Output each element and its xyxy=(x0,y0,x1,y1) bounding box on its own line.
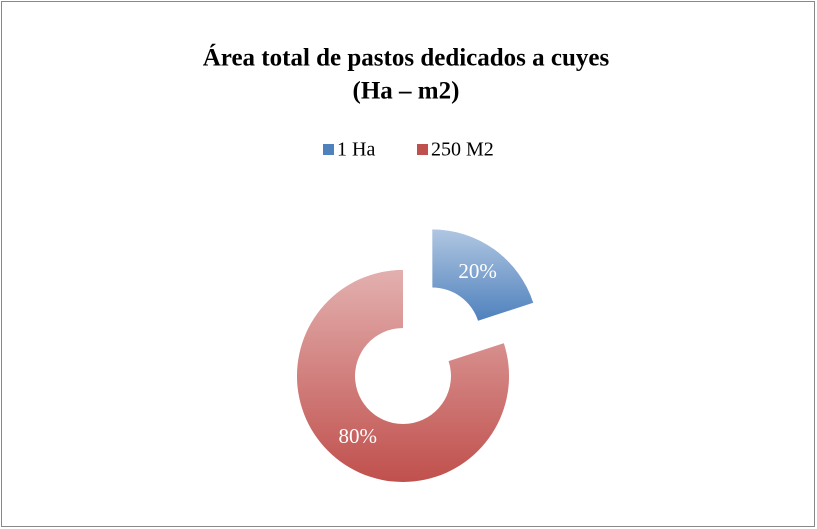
legend-label: 250 M2 xyxy=(431,139,494,161)
legend-label: 1 Ha xyxy=(337,139,375,161)
chart-title: Área total de pastos dedicados a cuyes xyxy=(203,44,610,72)
data-label: 20% xyxy=(458,259,497,283)
legend-swatch xyxy=(417,144,428,155)
legend-swatch xyxy=(323,144,334,155)
chart-title: (Ha – m2) xyxy=(353,78,460,105)
data-label: 80% xyxy=(338,424,377,448)
